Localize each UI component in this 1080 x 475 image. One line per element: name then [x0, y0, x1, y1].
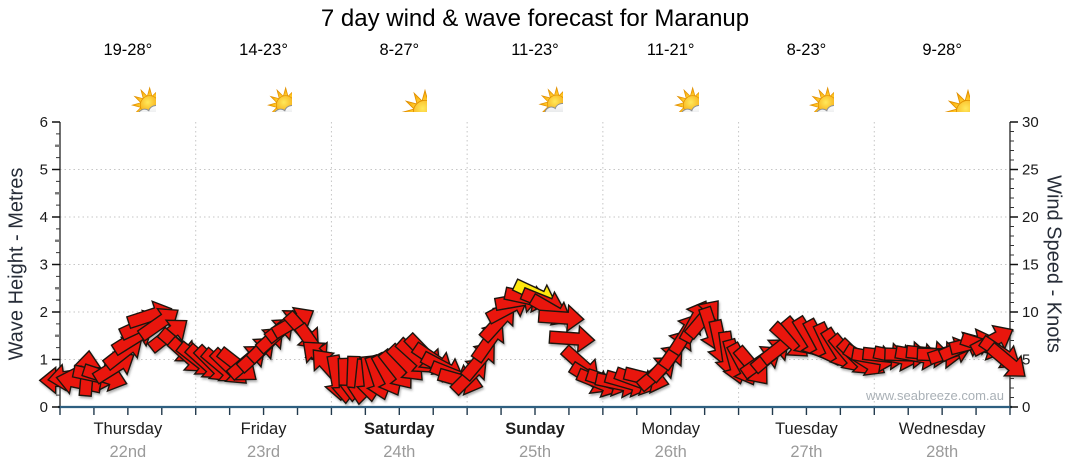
temp-range-label: 8-23°	[786, 41, 827, 59]
temp-range-label: 8-27°	[379, 41, 420, 59]
day-name-label: Friday	[241, 420, 288, 438]
wind-axis-tick-label: 10	[1022, 304, 1039, 321]
day-date-label: 23rd	[247, 443, 280, 461]
day-date-label: 22nd	[109, 443, 146, 461]
wind-axis-tick-label: 20	[1022, 209, 1039, 226]
wind-axis-tick-label: 15	[1022, 257, 1039, 274]
forecast-day-column: 14-23°	[204, 41, 324, 112]
day-date-label: 24th	[383, 443, 415, 461]
wind-arrows-group	[39, 272, 1034, 407]
forecast-day-column: 11-23°	[475, 41, 595, 112]
day-name-label: Tuesday	[775, 420, 838, 438]
temp-range-label: 19-28°	[103, 41, 153, 59]
day-date-label: 28th	[926, 443, 958, 461]
wave-axis-tick-label: 2	[40, 304, 48, 321]
day-name-label: Monday	[641, 420, 700, 438]
wave-axis-tick-label: 5	[40, 162, 48, 179]
wave-axis-tick-label: 0	[40, 399, 48, 416]
day-date-label: 26th	[655, 443, 687, 461]
page-title: 7 day wind & wave forecast for Maranup	[320, 5, 750, 32]
day-date-label: 25th	[519, 443, 551, 461]
day-name-label: Thursday	[93, 420, 163, 438]
forecast-day-column: 19-28°	[68, 41, 188, 112]
wave-axis-tick-label: 4	[40, 209, 48, 226]
day-name-label: Saturday	[364, 420, 435, 438]
wind-axis-tick-label: 5	[1022, 352, 1030, 369]
temp-range-label: 11-23°	[511, 41, 559, 59]
day-name-label: Sunday	[505, 420, 565, 438]
forecast-day-column: 8-23°	[746, 41, 866, 112]
temp-range-label: 9-28°	[922, 41, 962, 59]
day-date-label: 27th	[790, 443, 822, 461]
wave-axis-tick-label: 6	[40, 114, 48, 131]
wave-axis-tick-label: 3	[40, 257, 48, 274]
watermark: www.seabreeze.com.au	[865, 388, 1004, 403]
day-name-label: Wednesday	[899, 420, 987, 438]
forecast-day-column: 9-28°	[882, 41, 1002, 112]
temp-range-label: 14-23°	[239, 41, 288, 59]
forecast-day-column: 8-27°	[339, 41, 459, 112]
wind-axis-tick-label: 25	[1022, 162, 1039, 179]
temp-range-label: 11-21°	[646, 41, 695, 59]
wind-axis-tick-label: 30	[1022, 114, 1039, 131]
wind-axis-tick-label: 0	[1022, 399, 1030, 416]
forecast-day-column: 11-21°	[611, 41, 731, 112]
wave-axis-tick-label: 1	[40, 352, 48, 369]
